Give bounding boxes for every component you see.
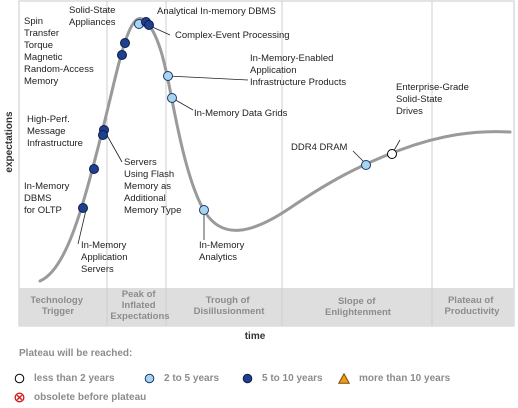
- marker-in-memory-enabled-app-infra[interactable]: [163, 71, 173, 81]
- legend-item-5-to-10-years: 5 to 10 years: [242, 370, 323, 386]
- hype-curve: [38, 17, 512, 283]
- legend-label: 5 to 10 years: [262, 372, 323, 384]
- marker-in-memory-app-servers[interactable]: [78, 203, 88, 213]
- dark-blue-circle-icon: [242, 373, 253, 383]
- tech-label-in-memory-app-servers: In-Memory Application Servers: [81, 240, 130, 275]
- legend-row: less than 2 years 2 to 5 years 5 to 10 y…: [14, 370, 514, 386]
- tech-label-in-memory-analytics: In-Memory Analytics: [199, 240, 247, 263]
- legend-item-2-to-5-years: 2 to 5 years: [144, 370, 219, 386]
- leader-line: [167, 75, 249, 81]
- legend-label: obsolete before plateau: [34, 391, 147, 403]
- marker-stt-mram[interactable]: [117, 50, 127, 60]
- light-blue-circle-icon: [144, 373, 155, 383]
- phase-label: Plateau of Productivity: [445, 295, 501, 317]
- marker-in-memory-dbms-oltp[interactable]: [89, 164, 99, 174]
- legend-label: less than 2 years: [34, 372, 115, 384]
- tech-label-solid-state-appliances: Solid-State Appliances: [69, 5, 118, 28]
- tech-label-in-memory-enabled-app-infra: In-Memory-Enabled Application Infrastruc…: [250, 53, 346, 88]
- y-axis-title: expectations: [4, 111, 15, 173]
- legend-item-obsolete: obsolete before plateau: [14, 389, 146, 405]
- phase-band: [19, 288, 514, 326]
- legend-title: Plateau will be reached:: [19, 348, 133, 359]
- tech-markers: [78, 17, 397, 215]
- tech-label-servers-flash-memory: Servers Using Flash Memory as Additional…: [124, 157, 181, 216]
- legend-label: more than 10 years: [359, 372, 451, 384]
- phase-label: Trough of Disillusionment: [194, 295, 266, 317]
- legend-row: obsolete before plateau: [14, 389, 514, 405]
- legend-item-less-than-2-years: less than 2 years: [14, 370, 115, 386]
- tech-label-enterprise-ssd: Enterprise-Grade Solid-State Drives: [396, 82, 472, 117]
- hype-cycle-chart: expectations time Technology Trigger Pea…: [4, 0, 515, 342]
- phase-label: Peak of Inflated Expectations: [110, 289, 169, 322]
- tech-label-complex-event-processing: Complex-Event Processing: [175, 30, 290, 41]
- marker-in-memory-analytics[interactable]: [199, 205, 209, 215]
- marker-servers-flash-memory[interactable]: [98, 130, 108, 140]
- tech-label-high-perf-message-infra: High-Perf. Message Infrastructure: [27, 114, 83, 149]
- marker-complex-event-processing[interactable]: [144, 20, 154, 30]
- marker-in-memory-data-grids[interactable]: [167, 93, 177, 103]
- legend: Plateau will be reached: less than 2 yea…: [14, 344, 514, 406]
- tech-label-analytical-in-memory-dbms: Analytical In-memory DBMS: [157, 6, 276, 17]
- legend-item-more-than-10-years: more than 10 years: [338, 370, 450, 386]
- tech-label-in-memory-dbms-oltp: In-Memory DBMS for OLTP: [24, 181, 72, 216]
- tech-label-in-memory-data-grids: In-Memory Data Grids: [194, 108, 288, 119]
- hollow-circle-icon: [14, 373, 25, 383]
- phase-label: Technology Trigger: [30, 295, 85, 317]
- orange-triangle-icon: [338, 372, 350, 384]
- phase-label: Slope of Enlightenment: [325, 296, 392, 318]
- leader-line: [77, 209, 87, 245]
- legend-label: 2 to 5 years: [164, 372, 220, 384]
- tech-label-ddr4-dram: DDR4 DRAM: [291, 142, 348, 153]
- marker-enterprise-ssd[interactable]: [387, 149, 397, 159]
- tech-label-stt-mram: Spin Transfer Torque Magnetic Random-Acc…: [24, 16, 96, 87]
- red-crossed-circle-icon: [14, 391, 25, 403]
- x-axis-title: time: [245, 331, 266, 342]
- marker-stt-mram-2[interactable]: [120, 38, 130, 48]
- marker-ddr4-dram[interactable]: [361, 160, 371, 170]
- phase-dividers: [106, 1, 433, 326]
